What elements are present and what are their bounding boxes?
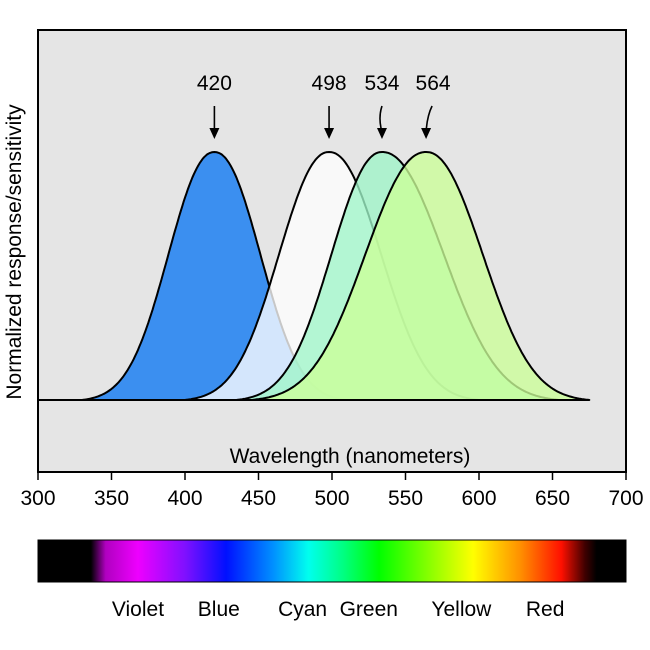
peak-arrow-head-534 (376, 128, 387, 139)
x-tick-label-650: 650 (535, 487, 570, 510)
x-tick-label-400: 400 (167, 487, 202, 510)
peak-markers: 420 498 534 564 (197, 72, 451, 139)
spectrum-label-red: Red (525, 598, 565, 621)
x-tick-label-300: 300 (20, 487, 55, 510)
spectrum-label-yellow: Yellow (431, 598, 492, 621)
x-axis: 300 350 400 450 500 550 600 650 700 (20, 472, 644, 510)
peak-marker-564: 564 (416, 72, 451, 139)
x-tick-label-450: 450 (241, 487, 276, 510)
peak-arrow-head-564 (421, 128, 432, 139)
x-tick-label-600: 600 (461, 487, 496, 510)
spectrum-bar (37, 539, 627, 583)
peak-arrow-head-498 (324, 128, 335, 139)
x-tick-label-550: 550 (388, 487, 423, 510)
peak-label-420: 420 (197, 72, 232, 95)
peak-label-534: 534 (364, 72, 399, 95)
y-axis-label: Normalized response/sensitivity (3, 104, 26, 400)
spectrum-label-blue: Blue (197, 598, 240, 621)
spectrum-label-violet: Violet (111, 598, 165, 621)
x-tick-label-500: 500 (314, 487, 349, 510)
peak-label-564: 564 (416, 72, 451, 95)
x-axis-label: Wavelength (nanometers) (230, 445, 471, 468)
peak-marker-534: 534 (364, 72, 400, 139)
spectrum-label-cyan: Cyan (278, 598, 328, 621)
peak-label-498: 498 (312, 72, 347, 95)
peak-marker-420: 420 (197, 72, 232, 139)
curve-564 (250, 151, 591, 401)
peak-marker-498: 498 (312, 72, 347, 139)
x-tick-label-350: 350 (94, 487, 129, 510)
curves-layer (38, 151, 591, 401)
spectrum-label-green: Green (339, 598, 398, 621)
peak-arrow-head-420 (209, 128, 220, 139)
x-tick-label-700: 700 (608, 487, 643, 510)
